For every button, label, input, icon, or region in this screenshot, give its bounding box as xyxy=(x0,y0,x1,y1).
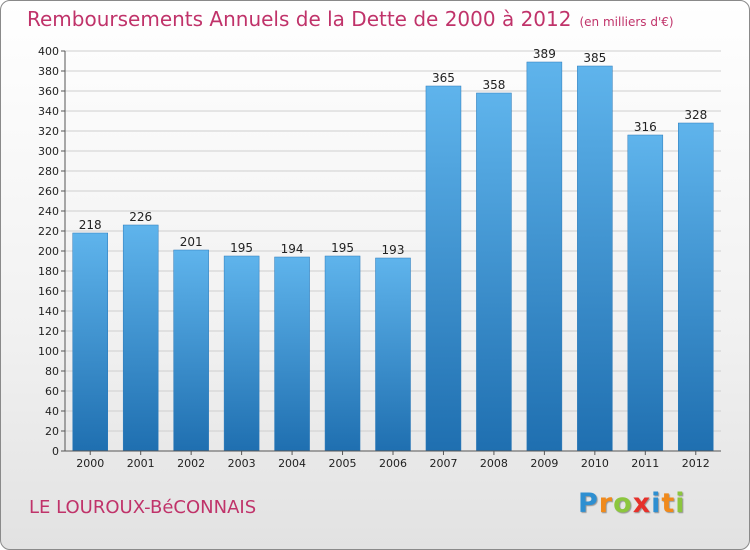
chart-title: Remboursements Annuels de la Dette de 20… xyxy=(27,7,572,31)
x-tick-label-2012: 2012 xyxy=(682,457,710,470)
y-tick-label: 400 xyxy=(38,45,59,58)
value-label-2008: 358 xyxy=(482,78,505,92)
labels: 2000 218 2001 226 2002 201 2003 195 2004 194 2005 1… xyxy=(76,47,710,470)
bar-2012 xyxy=(678,122,714,452)
bar-2000 xyxy=(72,232,108,452)
y-tick-label: 120 xyxy=(38,325,59,338)
value-label-2012: 328 xyxy=(684,108,707,122)
bar-2007 xyxy=(425,85,462,452)
x-tick-label-2010: 2010 xyxy=(581,457,609,470)
x-tick-label-2003: 2003 xyxy=(228,457,256,470)
bar-2006 xyxy=(375,257,411,452)
bar-2010 xyxy=(577,65,613,452)
value-label-2004: 194 xyxy=(281,242,304,256)
y-tick-label: 80 xyxy=(45,365,59,378)
bar-2008 xyxy=(476,92,512,452)
y-tick-label: 200 xyxy=(38,245,59,258)
logo-letter: o xyxy=(613,488,633,519)
bar-2004 xyxy=(274,256,310,452)
y-tick-label: 100 xyxy=(38,345,59,358)
y-tick-label: 180 xyxy=(38,265,59,278)
x-tick-label-2004: 2004 xyxy=(278,457,306,470)
y-tick-label: 40 xyxy=(45,405,59,418)
value-label-2011: 316 xyxy=(634,120,657,134)
y-tick-label: 240 xyxy=(38,205,59,218)
x-tick-label-2009: 2009 xyxy=(530,457,558,470)
proxiti-logo: Proxiti xyxy=(578,488,686,519)
commune-name: LE LOUROUX-BéCONNAIS xyxy=(29,497,257,518)
bar-2002 xyxy=(173,249,209,452)
y-tick-label: 20 xyxy=(45,425,59,438)
bar-2005 xyxy=(324,255,361,452)
chart-title-block: Remboursements Annuels de la Dette de 20… xyxy=(27,7,674,31)
value-label-2003: 195 xyxy=(230,241,253,255)
bars xyxy=(72,61,714,452)
y-tick-label: 320 xyxy=(38,125,59,138)
axes: 0 20 40 60 80 100 120 140 160 180 200 220 240 260 280 3… xyxy=(38,45,721,458)
logo-letter: t xyxy=(661,488,676,519)
logo-letter: P xyxy=(578,488,599,519)
y-tick-label: 0 xyxy=(52,445,59,458)
x-tick-label-2011: 2011 xyxy=(631,457,659,470)
x-tick-label-2007: 2007 xyxy=(429,457,457,470)
y-tick-label: 280 xyxy=(38,165,59,178)
logo-letter: x xyxy=(632,488,652,519)
value-label-2006: 193 xyxy=(382,243,405,257)
value-label-2009: 389 xyxy=(533,47,556,61)
value-label-2000: 218 xyxy=(79,218,102,232)
logo-letter: i xyxy=(651,488,662,519)
y-tick-label: 160 xyxy=(38,285,59,298)
bar-2009 xyxy=(526,61,563,452)
x-tick-label-2006: 2006 xyxy=(379,457,407,470)
x-tick-label-2000: 2000 xyxy=(76,457,104,470)
chart-unit: (en milliers d'€) xyxy=(579,15,674,29)
logo-letter: i xyxy=(675,488,686,519)
x-tick-label-2008: 2008 xyxy=(480,457,508,470)
value-label-2005: 195 xyxy=(331,241,354,255)
y-tick-label: 260 xyxy=(38,185,59,198)
y-tick-label: 380 xyxy=(38,65,59,78)
bar-2003 xyxy=(223,255,260,452)
x-tick-label-2005: 2005 xyxy=(329,457,357,470)
value-label-2001: 226 xyxy=(129,210,152,224)
y-tick-label: 300 xyxy=(38,145,59,158)
y-tick-label: 60 xyxy=(45,385,59,398)
value-label-2007: 365 xyxy=(432,71,455,85)
bar-2001 xyxy=(122,224,159,452)
y-tick-label: 140 xyxy=(38,305,59,318)
y-tick-label: 340 xyxy=(38,105,59,118)
y-tick-label: 220 xyxy=(38,225,59,238)
y-tick-label: 360 xyxy=(38,85,59,98)
value-label-2010: 385 xyxy=(583,51,606,65)
x-tick-label-2002: 2002 xyxy=(177,457,205,470)
x-tick-label-2001: 2001 xyxy=(127,457,155,470)
bar-2011 xyxy=(627,134,664,452)
value-label-2002: 201 xyxy=(180,235,203,249)
logo-letter: r xyxy=(598,488,614,519)
